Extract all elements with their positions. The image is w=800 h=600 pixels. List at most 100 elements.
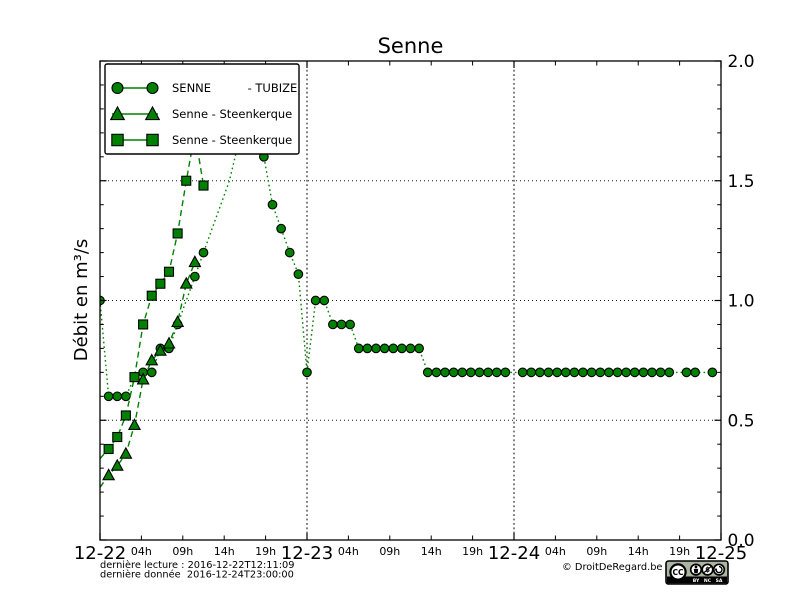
cc-sa-label: SA (716, 578, 723, 584)
y-tick-label: 0.5 (728, 411, 755, 431)
marker-circle (121, 391, 131, 402)
marker-circle (707, 367, 718, 378)
marker-square (111, 133, 124, 147)
marker-circle (414, 343, 424, 354)
marker-circle (345, 319, 355, 330)
x-day-label: 12-25 (695, 543, 747, 564)
marker-circle (500, 367, 511, 378)
y-tick-label: 1.0 (728, 292, 755, 312)
marker-square (163, 266, 175, 277)
marker-circle (276, 223, 286, 234)
marker-circle (552, 367, 562, 378)
marker-circle (293, 269, 304, 280)
marker-circle (647, 367, 657, 378)
marker-circle (448, 367, 459, 378)
marker-triangle (136, 372, 150, 385)
y-tick-label: 0.0 (728, 531, 755, 551)
plot-border (99, 60, 722, 541)
legend-handles (109, 81, 161, 147)
marker-triangle (110, 458, 124, 471)
series-layer (100, 121, 718, 488)
x-hour-label: 04h (338, 545, 359, 558)
last-reading-text: dernière lecture : 2016-12-22T12:11:09 (100, 559, 295, 571)
marker-circle (457, 367, 468, 378)
marker-circle (535, 367, 545, 378)
marker-circle (405, 343, 416, 354)
x-hour-label: 09h (379, 545, 400, 558)
marker-circle (371, 343, 381, 354)
marker-circle (681, 367, 692, 378)
marker-circle (353, 343, 364, 354)
marker-square (120, 410, 131, 421)
x-day-label: 12-22 (74, 543, 126, 564)
x-hour-label: 09h (172, 545, 193, 558)
marker-circle (517, 367, 528, 378)
marker-circle (543, 367, 554, 378)
marker-circle (474, 367, 485, 378)
grid-layer (100, 61, 721, 540)
marker-square (181, 175, 192, 186)
marker-circle (284, 247, 295, 258)
copyright-text: © DroitDeRegard.be (562, 562, 662, 573)
x-day-label: 12-23 (281, 543, 333, 564)
marker-circle (362, 343, 373, 354)
x-hour-label: 19h (255, 545, 276, 558)
marker-circle (146, 81, 159, 95)
marker-circle (198, 247, 209, 258)
series-senne-steenkerque-1 (100, 255, 202, 488)
cc-logo-text: CC (672, 568, 684, 577)
marker-circle (422, 367, 433, 378)
y-tick-label: 1.5 (728, 172, 755, 192)
x-hour-label: 09h (586, 545, 607, 558)
marker-triangle (179, 276, 193, 289)
x-hour-label: 04h (545, 545, 566, 558)
marker-circle (604, 367, 614, 378)
marker-circle (621, 367, 631, 378)
cc-logo-icon (669, 563, 687, 581)
marker-circle (397, 343, 407, 354)
marker-triangle (188, 255, 202, 268)
cc-by-icon (689, 563, 703, 576)
cc-license-badge: CC $ BY NC SA (665, 560, 729, 585)
marker-triangle (127, 417, 142, 430)
last-data-text: dernière donnée 2016-12-24T23:00:00 (100, 569, 294, 581)
marker-square (198, 180, 209, 191)
cc-nc-label: NC (704, 578, 712, 584)
marker-square (112, 431, 123, 443)
marker-circle (638, 367, 649, 378)
x-hour-label: 14h (214, 545, 235, 558)
legend-label-tubize: SENNE - TUBIZE (172, 81, 297, 95)
marker-circle (586, 367, 597, 378)
marker-circle (483, 367, 493, 378)
marker-square (129, 372, 140, 383)
marker-circle (336, 319, 347, 330)
cc-sa-icon (712, 563, 726, 576)
marker-circle (379, 343, 390, 354)
legend: SENNE - TUBIZE Senne - Steenkerque Senne… (104, 63, 300, 155)
marker-circle (103, 391, 114, 402)
series-line (100, 121, 713, 397)
marker-circle (431, 367, 442, 378)
marker-circle (491, 367, 502, 378)
x-hour-label: 14h (628, 545, 649, 558)
marker-circle (388, 343, 399, 354)
x-hour-label: 14h (421, 545, 442, 558)
marker-circle (190, 271, 200, 282)
series-senne-steenkerque-2 (100, 127, 209, 460)
marker-circle (319, 295, 330, 306)
marker-triangle (109, 105, 126, 121)
y-tick-label: 2.0 (728, 52, 755, 72)
x-day-label: 12-24 (488, 543, 540, 564)
x-hour-label: 04h (131, 545, 152, 558)
x-hour-label: 19h (669, 545, 690, 558)
marker-triangle (144, 105, 161, 121)
tick-label-layer: 12-22 04h 09h 14h 19h 12-23 04h 09h 14h 19h 12-24 0… (74, 52, 755, 564)
marker-circle (612, 367, 623, 378)
cc-nc-icon: $ (701, 563, 714, 576)
marker-circle (466, 367, 476, 378)
marker-circle (111, 81, 124, 95)
marker-triangle (145, 353, 159, 366)
marker-triangle (153, 343, 167, 356)
